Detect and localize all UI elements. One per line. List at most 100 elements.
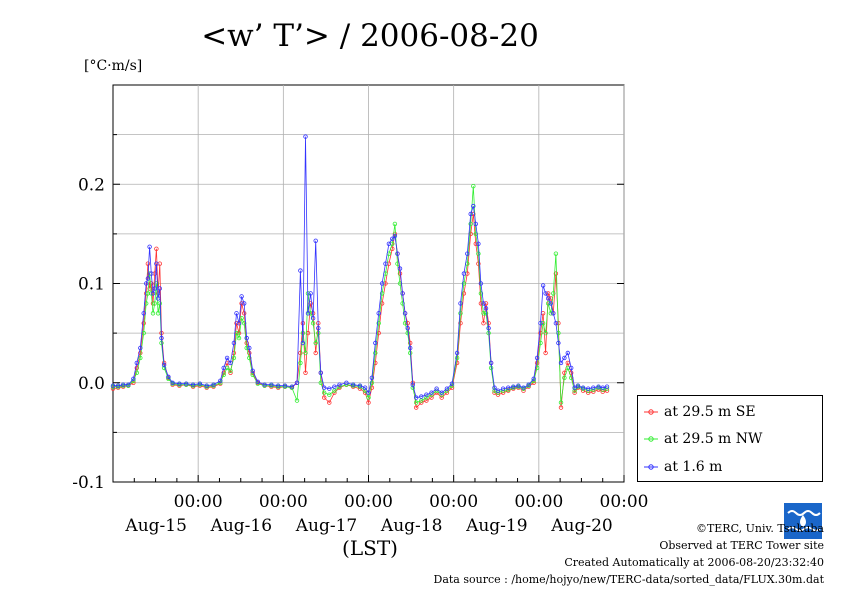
data-point — [565, 360, 570, 366]
legend-item-1-6m: at 1.6 m — [644, 457, 722, 477]
x-axis-label: (LST) — [342, 536, 398, 560]
data-point — [478, 291, 484, 296]
data-point — [134, 360, 139, 366]
data-point — [369, 385, 375, 390]
data-point — [461, 281, 467, 286]
data-point — [572, 388, 577, 393]
data-point — [211, 382, 216, 387]
data-point — [157, 286, 162, 291]
data-point — [294, 398, 300, 403]
data-point — [138, 355, 143, 361]
data-point — [166, 374, 171, 379]
data-point — [405, 326, 410, 331]
data-point — [310, 321, 316, 326]
data-point — [145, 276, 151, 281]
data-point — [471, 203, 476, 209]
data-point — [161, 362, 167, 368]
series-layer — [110, 134, 610, 410]
data-point — [402, 311, 408, 316]
data-point — [543, 330, 548, 336]
data-point — [126, 382, 131, 387]
data-point — [332, 388, 337, 393]
data-point — [449, 381, 455, 386]
data-point — [373, 340, 378, 346]
data-point — [138, 345, 143, 351]
data-point — [276, 383, 281, 388]
chart-title: <w’ T’> / 2006-08-20 — [201, 18, 539, 54]
data-point — [234, 321, 239, 326]
x-tick-date-label: Aug-19 — [465, 516, 527, 536]
data-point — [410, 382, 415, 387]
data-point — [476, 251, 481, 256]
data-point — [468, 221, 473, 227]
data-point — [327, 392, 332, 397]
data-point — [424, 392, 429, 397]
x-tick-date-label: Aug-15 — [124, 516, 186, 536]
data-point — [154, 281, 159, 286]
data-point — [439, 390, 444, 395]
x-tick-time-label: 00:00 — [259, 492, 308, 512]
data-point — [316, 326, 321, 331]
data-point — [376, 330, 381, 336]
data-point — [538, 330, 543, 336]
data-point — [147, 244, 152, 249]
data-point — [231, 355, 237, 361]
y-tick-label: 0.2 — [78, 175, 105, 195]
data-point — [478, 281, 484, 286]
data-point — [458, 321, 463, 326]
data-point — [362, 385, 368, 390]
data-point — [313, 350, 318, 356]
data-point — [521, 385, 526, 390]
data-point — [157, 301, 162, 306]
x-tick-time-label: 00:00 — [174, 492, 223, 512]
data-point — [546, 291, 551, 296]
series-2 — [110, 134, 610, 400]
data-point — [318, 370, 323, 375]
data-point — [572, 385, 577, 390]
data-point — [282, 383, 288, 388]
data-point — [303, 134, 308, 139]
data-point — [115, 383, 121, 388]
data-point — [318, 380, 323, 385]
data-point — [424, 398, 429, 403]
data-point — [486, 326, 491, 331]
data-point — [154, 261, 159, 266]
y-tick-label: 0.1 — [78, 275, 105, 295]
data-point — [241, 311, 247, 316]
data-point — [379, 281, 385, 286]
data-point — [390, 236, 395, 241]
data-point — [492, 385, 497, 390]
data-point — [357, 383, 363, 388]
x-tick-time-label: 00:00 — [344, 492, 393, 512]
x-tick-date-label: Aug-20 — [550, 516, 612, 536]
data-point — [429, 390, 434, 395]
data-point — [604, 384, 610, 389]
data-point — [234, 311, 239, 316]
data-point — [386, 241, 392, 246]
data-point — [337, 382, 342, 387]
data-point — [236, 321, 242, 326]
data-point — [244, 335, 249, 341]
data-point — [551, 291, 556, 296]
data-point — [414, 395, 419, 400]
legend-swatch-1-6m — [644, 464, 658, 470]
data-point — [255, 379, 260, 384]
data-point — [351, 382, 356, 387]
data-point — [303, 370, 308, 375]
data-point — [551, 311, 556, 316]
data-point — [596, 384, 601, 389]
data-point — [458, 311, 463, 316]
data-point — [454, 350, 460, 356]
data-point — [526, 382, 531, 387]
data-point — [308, 301, 313, 306]
data-point — [373, 350, 378, 356]
data-point — [580, 385, 586, 390]
data-point — [556, 330, 561, 336]
data-point — [575, 383, 581, 388]
data-point — [310, 316, 316, 321]
data-point — [239, 301, 244, 306]
data-point — [476, 241, 481, 246]
data-point — [366, 395, 371, 400]
data-point — [392, 221, 398, 227]
